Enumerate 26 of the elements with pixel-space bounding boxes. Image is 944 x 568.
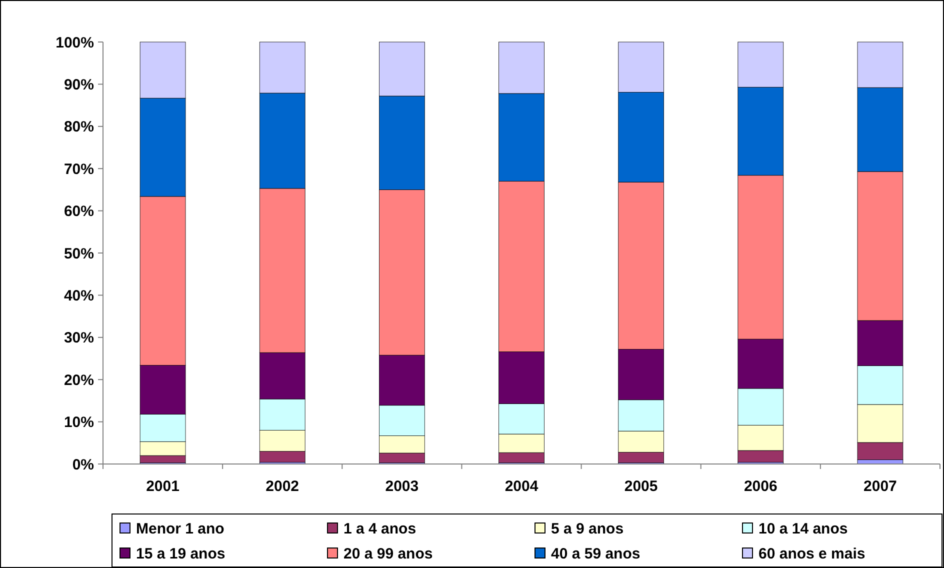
x-tick-label: 2007 bbox=[864, 478, 897, 495]
y-tick-label: 70% bbox=[64, 160, 94, 178]
x-tick-label: 2002 bbox=[266, 478, 300, 495]
x-tick-label: 2006 bbox=[744, 478, 778, 495]
legend-label: 10 a 14 anos bbox=[758, 520, 848, 538]
y-tick-label: 20% bbox=[64, 372, 94, 389]
y-tick-label: 100% bbox=[56, 34, 94, 52]
y-tick-label: 50% bbox=[64, 245, 94, 262]
x-tick-label: 2004 bbox=[504, 478, 539, 495]
legend-label: 15 a 19 anos bbox=[136, 545, 226, 562]
legend-label: 40 a 59 anos bbox=[551, 545, 640, 562]
y-tick-label: 0% bbox=[72, 456, 94, 474]
legend-label: 1 a 4 anos bbox=[344, 520, 416, 538]
legend-label: Menor 1 ano bbox=[136, 520, 224, 538]
y-tick-label: 60% bbox=[64, 203, 94, 220]
y-tick-label: 40% bbox=[64, 287, 94, 304]
legend-label: 20 a 99 anos bbox=[344, 545, 433, 562]
legend-label: 60 anos e mais bbox=[758, 545, 866, 562]
y-tick-label: 80% bbox=[64, 118, 94, 136]
x-tick-label: 2003 bbox=[385, 478, 419, 495]
legend-label: 5 a 9 anos bbox=[551, 520, 624, 538]
y-tick-label: 90% bbox=[64, 76, 94, 94]
y-tick-label: 10% bbox=[64, 414, 94, 432]
y-tick-label: 30% bbox=[64, 330, 94, 347]
x-tick-label: 2001 bbox=[146, 478, 180, 495]
x-tick-label: 2005 bbox=[624, 478, 658, 495]
